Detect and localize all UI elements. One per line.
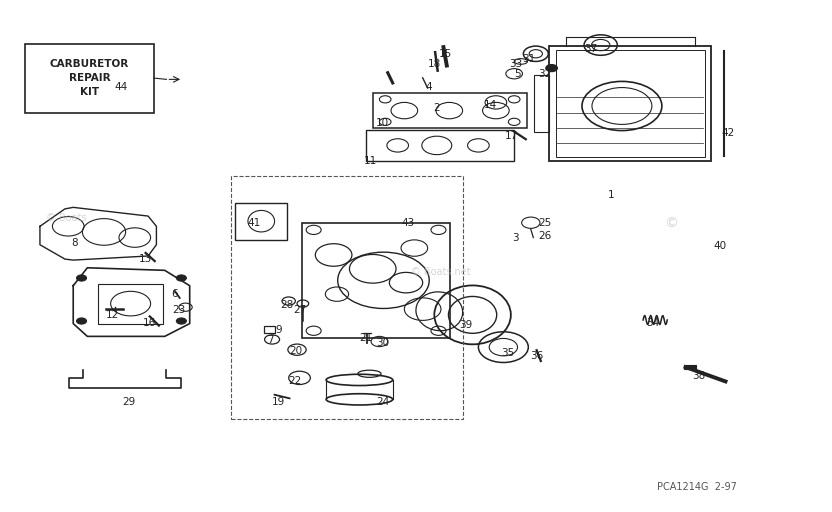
Bar [302, 223, 450, 338]
Text: 4: 4 [425, 82, 432, 92]
Text: 25: 25 [538, 218, 552, 228]
Text: 36: 36 [530, 351, 543, 361]
Text: 9: 9 [275, 325, 282, 335]
Circle shape [546, 65, 557, 72]
Text: PCA1214G  2-97: PCA1214G 2-97 [657, 481, 737, 492]
Text: 10: 10 [376, 118, 389, 128]
Text: 3: 3 [513, 233, 519, 243]
Text: CARBURETOR
REPAIR
KIT: CARBURETOR REPAIR KIT [50, 59, 129, 97]
Text: 40: 40 [713, 241, 726, 251]
Text: 34: 34 [646, 317, 660, 328]
Text: ©: © [665, 217, 678, 231]
Bar [366, 130, 514, 161]
Text: 28: 28 [280, 300, 294, 310]
Text: 33: 33 [509, 59, 522, 69]
Text: 29: 29 [122, 397, 136, 407]
Text: 44: 44 [114, 82, 127, 92]
Bar [25, 44, 154, 113]
Text: 26: 26 [538, 230, 552, 241]
Text: 15: 15 [438, 49, 452, 59]
Text: 35: 35 [501, 348, 514, 358]
Text: 41: 41 [247, 218, 260, 228]
Bar [231, 176, 463, 419]
Text: 16: 16 [143, 317, 156, 328]
Bar [556, 50, 705, 157]
Text: 39: 39 [459, 320, 473, 330]
Text: 37: 37 [584, 44, 597, 54]
Text: 18: 18 [428, 59, 441, 69]
Text: 14: 14 [484, 100, 498, 110]
Text: 2: 2 [433, 102, 440, 113]
Text: 13: 13 [139, 253, 152, 264]
Bar [534, 75, 549, 133]
Text: 6: 6 [171, 289, 178, 300]
Bar [373, 93, 527, 128]
Text: 7: 7 [267, 335, 274, 346]
Text: 38: 38 [692, 371, 706, 381]
Text: 21: 21 [359, 333, 373, 343]
Bar [549, 46, 711, 161]
Circle shape [176, 275, 186, 281]
Text: 42: 42 [721, 128, 735, 138]
Text: 20: 20 [289, 346, 302, 356]
Bar [684, 365, 696, 369]
Bar [264, 326, 275, 333]
Text: 23: 23 [172, 305, 186, 315]
Circle shape [77, 275, 87, 281]
Text: 30: 30 [376, 338, 389, 348]
Bar [235, 203, 287, 240]
Circle shape [77, 318, 87, 324]
Circle shape [176, 318, 186, 324]
Text: © Boats.net: © Boats.net [411, 267, 471, 278]
Text: © Boats: © Boats [47, 212, 87, 223]
Text: 31: 31 [522, 54, 535, 64]
Text: 8: 8 [72, 238, 78, 248]
Text: 24: 24 [376, 397, 389, 407]
Text: 32: 32 [538, 69, 552, 79]
Text: 11: 11 [364, 156, 377, 166]
Text: 5: 5 [514, 69, 521, 79]
Text: 19: 19 [272, 397, 285, 407]
Text: 22: 22 [289, 376, 302, 387]
Text: 12: 12 [106, 310, 119, 320]
Text: 1: 1 [608, 189, 615, 200]
Bar [98, 284, 163, 324]
Text: 43: 43 [401, 218, 414, 228]
Text: 17: 17 [505, 131, 518, 141]
Text: 27: 27 [293, 305, 306, 315]
